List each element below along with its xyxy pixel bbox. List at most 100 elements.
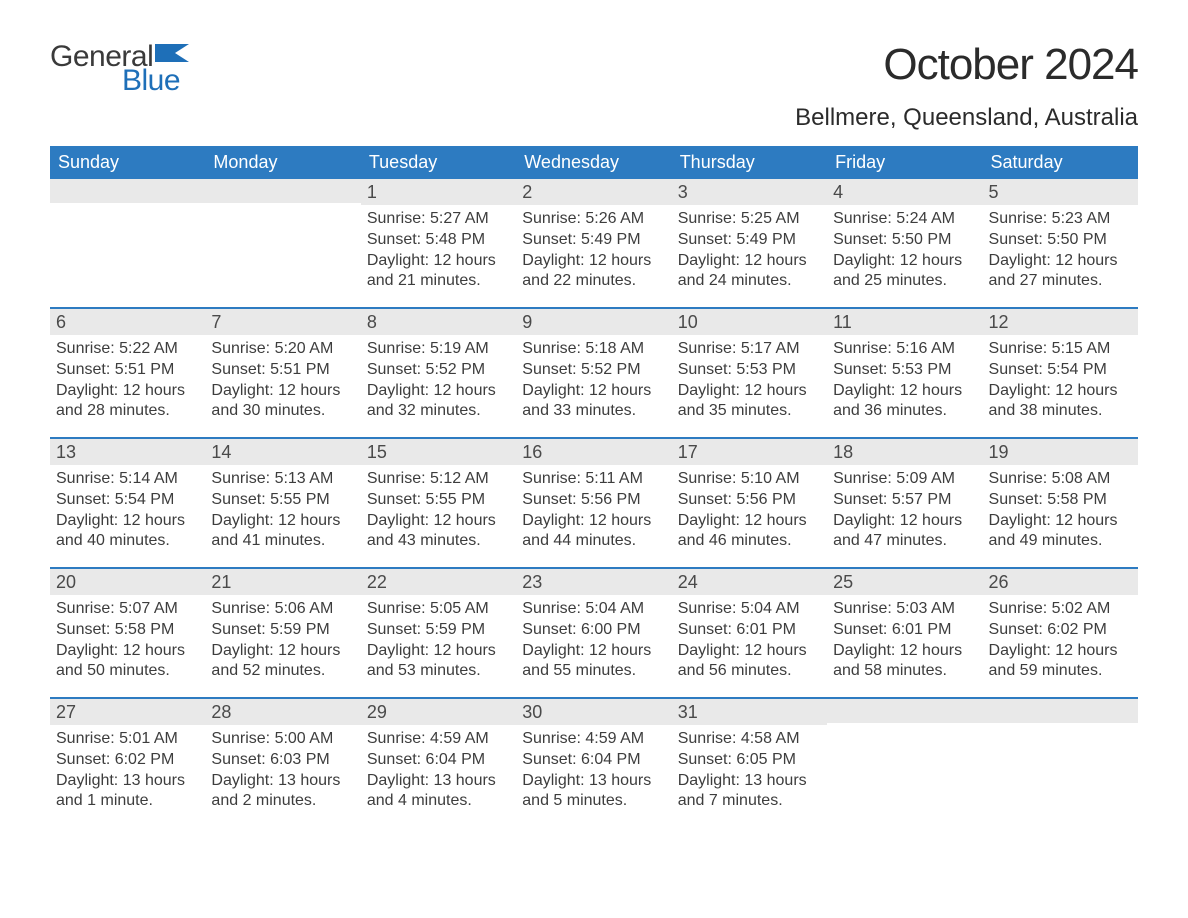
daylight-text: Daylight: 12 hours and 38 minutes. xyxy=(989,381,1132,423)
sunset-text: Sunset: 5:49 PM xyxy=(678,230,821,251)
weekday-header: Tuesday xyxy=(361,146,516,179)
daylight-text: Daylight: 12 hours and 36 minutes. xyxy=(833,381,976,423)
day-cell: 21Sunrise: 5:06 AMSunset: 5:59 PMDayligh… xyxy=(205,569,360,697)
brand-logo: General Blue xyxy=(50,40,189,96)
day-number: 11 xyxy=(827,309,982,335)
week-row: 6Sunrise: 5:22 AMSunset: 5:51 PMDaylight… xyxy=(50,307,1138,437)
sunset-text: Sunset: 6:04 PM xyxy=(522,750,665,771)
calendar-page: General Blue October 2024 Bellmere, Quee… xyxy=(0,0,1188,867)
sunset-text: Sunset: 5:59 PM xyxy=(211,620,354,641)
sunrise-text: Sunrise: 5:24 AM xyxy=(833,209,976,230)
weekday-header: Wednesday xyxy=(516,146,671,179)
day-cell: 19Sunrise: 5:08 AMSunset: 5:58 PMDayligh… xyxy=(983,439,1138,567)
day-cell: 23Sunrise: 5:04 AMSunset: 6:00 PMDayligh… xyxy=(516,569,671,697)
day-details: Sunrise: 5:18 AMSunset: 5:52 PMDaylight:… xyxy=(516,335,671,422)
sunrise-text: Sunrise: 5:06 AM xyxy=(211,599,354,620)
day-cell: 7Sunrise: 5:20 AMSunset: 5:51 PMDaylight… xyxy=(205,309,360,437)
sunrise-text: Sunrise: 5:02 AM xyxy=(989,599,1132,620)
daylight-text: Daylight: 12 hours and 46 minutes. xyxy=(678,511,821,553)
sunset-text: Sunset: 6:04 PM xyxy=(367,750,510,771)
day-number: 15 xyxy=(361,439,516,465)
sunrise-text: Sunrise: 5:01 AM xyxy=(56,729,199,750)
sunrise-text: Sunrise: 5:18 AM xyxy=(522,339,665,360)
title-month-year: October 2024 xyxy=(795,40,1138,90)
daylight-text: Daylight: 12 hours and 43 minutes. xyxy=(367,511,510,553)
day-number: 16 xyxy=(516,439,671,465)
sunset-text: Sunset: 5:57 PM xyxy=(833,490,976,511)
day-cell: 18Sunrise: 5:09 AMSunset: 5:57 PMDayligh… xyxy=(827,439,982,567)
sunset-text: Sunset: 5:50 PM xyxy=(833,230,976,251)
day-cell: 6Sunrise: 5:22 AMSunset: 5:51 PMDaylight… xyxy=(50,309,205,437)
sunset-text: Sunset: 5:58 PM xyxy=(989,490,1132,511)
day-details xyxy=(50,203,205,207)
sunrise-text: Sunrise: 5:17 AM xyxy=(678,339,821,360)
day-cell: 27Sunrise: 5:01 AMSunset: 6:02 PMDayligh… xyxy=(50,699,205,827)
daylight-text: Daylight: 12 hours and 53 minutes. xyxy=(367,641,510,683)
sunrise-text: Sunrise: 5:11 AM xyxy=(522,469,665,490)
day-details: Sunrise: 5:06 AMSunset: 5:59 PMDaylight:… xyxy=(205,595,360,682)
day-number xyxy=(50,179,205,203)
day-number: 10 xyxy=(672,309,827,335)
day-number: 12 xyxy=(983,309,1138,335)
day-details: Sunrise: 5:09 AMSunset: 5:57 PMDaylight:… xyxy=(827,465,982,552)
day-cell: 13Sunrise: 5:14 AMSunset: 5:54 PMDayligh… xyxy=(50,439,205,567)
day-details: Sunrise: 5:25 AMSunset: 5:49 PMDaylight:… xyxy=(672,205,827,292)
header: General Blue October 2024 Bellmere, Quee… xyxy=(50,40,1138,132)
sunset-text: Sunset: 6:02 PM xyxy=(989,620,1132,641)
sunrise-text: Sunrise: 5:23 AM xyxy=(989,209,1132,230)
day-cell: 10Sunrise: 5:17 AMSunset: 5:53 PMDayligh… xyxy=(672,309,827,437)
weekday-header-row: Sunday Monday Tuesday Wednesday Thursday… xyxy=(50,146,1138,179)
day-details: Sunrise: 5:19 AMSunset: 5:52 PMDaylight:… xyxy=(361,335,516,422)
sunrise-text: Sunrise: 5:25 AM xyxy=(678,209,821,230)
sunrise-text: Sunrise: 5:04 AM xyxy=(522,599,665,620)
day-cell: 30Sunrise: 4:59 AMSunset: 6:04 PMDayligh… xyxy=(516,699,671,827)
weekday-header: Thursday xyxy=(672,146,827,179)
calendar-grid: Sunday Monday Tuesday Wednesday Thursday… xyxy=(50,146,1138,827)
day-number: 22 xyxy=(361,569,516,595)
week-row: 20Sunrise: 5:07 AMSunset: 5:58 PMDayligh… xyxy=(50,567,1138,697)
day-details: Sunrise: 5:20 AMSunset: 5:51 PMDaylight:… xyxy=(205,335,360,422)
day-cell: 17Sunrise: 5:10 AMSunset: 5:56 PMDayligh… xyxy=(672,439,827,567)
day-details: Sunrise: 5:01 AMSunset: 6:02 PMDaylight:… xyxy=(50,725,205,812)
sunset-text: Sunset: 5:53 PM xyxy=(678,360,821,381)
day-number xyxy=(827,699,982,723)
day-cell: 4Sunrise: 5:24 AMSunset: 5:50 PMDaylight… xyxy=(827,179,982,307)
day-details: Sunrise: 4:59 AMSunset: 6:04 PMDaylight:… xyxy=(516,725,671,812)
day-cell: 29Sunrise: 4:59 AMSunset: 6:04 PMDayligh… xyxy=(361,699,516,827)
sunrise-text: Sunrise: 5:22 AM xyxy=(56,339,199,360)
day-details: Sunrise: 5:04 AMSunset: 6:00 PMDaylight:… xyxy=(516,595,671,682)
day-number: 8 xyxy=(361,309,516,335)
week-row: 27Sunrise: 5:01 AMSunset: 6:02 PMDayligh… xyxy=(50,697,1138,827)
day-cell: 3Sunrise: 5:25 AMSunset: 5:49 PMDaylight… xyxy=(672,179,827,307)
daylight-text: Daylight: 12 hours and 50 minutes. xyxy=(56,641,199,683)
day-number: 20 xyxy=(50,569,205,595)
sunset-text: Sunset: 5:52 PM xyxy=(367,360,510,381)
day-number: 17 xyxy=(672,439,827,465)
weekday-header: Friday xyxy=(827,146,982,179)
sunset-text: Sunset: 5:54 PM xyxy=(56,490,199,511)
day-details: Sunrise: 5:24 AMSunset: 5:50 PMDaylight:… xyxy=(827,205,982,292)
sunset-text: Sunset: 6:03 PM xyxy=(211,750,354,771)
daylight-text: Daylight: 13 hours and 5 minutes. xyxy=(522,771,665,813)
daylight-text: Daylight: 12 hours and 40 minutes. xyxy=(56,511,199,553)
day-number: 1 xyxy=(361,179,516,205)
sunrise-text: Sunrise: 5:03 AM xyxy=(833,599,976,620)
sunset-text: Sunset: 5:48 PM xyxy=(367,230,510,251)
day-number: 3 xyxy=(672,179,827,205)
day-cell: 11Sunrise: 5:16 AMSunset: 5:53 PMDayligh… xyxy=(827,309,982,437)
week-row: 13Sunrise: 5:14 AMSunset: 5:54 PMDayligh… xyxy=(50,437,1138,567)
day-number: 31 xyxy=(672,699,827,725)
day-number: 28 xyxy=(205,699,360,725)
sunrise-text: Sunrise: 5:26 AM xyxy=(522,209,665,230)
day-details: Sunrise: 5:14 AMSunset: 5:54 PMDaylight:… xyxy=(50,465,205,552)
day-number: 30 xyxy=(516,699,671,725)
sunset-text: Sunset: 5:59 PM xyxy=(367,620,510,641)
daylight-text: Daylight: 12 hours and 27 minutes. xyxy=(989,251,1132,293)
sunrise-text: Sunrise: 5:15 AM xyxy=(989,339,1132,360)
sunrise-text: Sunrise: 5:00 AM xyxy=(211,729,354,750)
day-number: 26 xyxy=(983,569,1138,595)
weekday-header: Saturday xyxy=(983,146,1138,179)
day-number xyxy=(205,179,360,203)
day-details: Sunrise: 5:27 AMSunset: 5:48 PMDaylight:… xyxy=(361,205,516,292)
day-number: 27 xyxy=(50,699,205,725)
